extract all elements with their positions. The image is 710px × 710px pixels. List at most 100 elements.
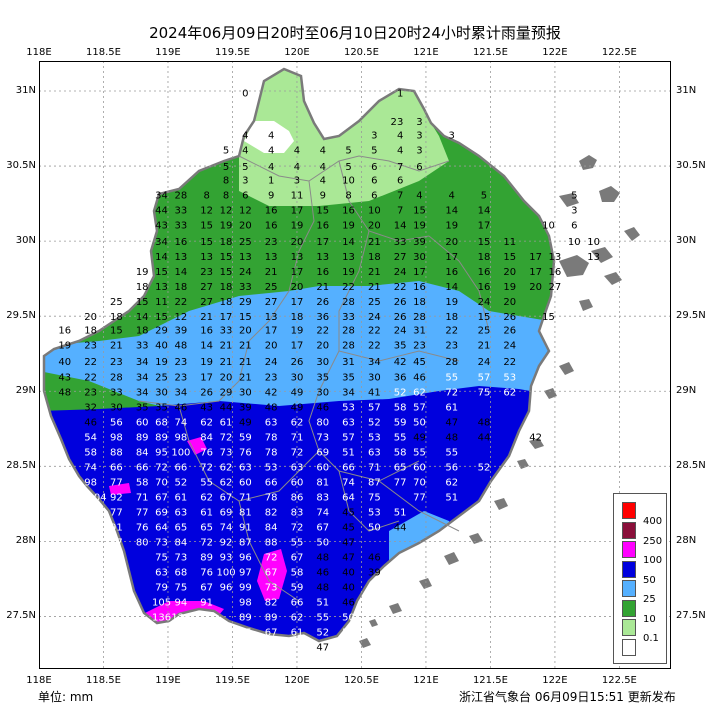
rainfall-value: 69 [155,507,168,518]
rainfall-value: 66 [136,462,149,473]
y-tick-label: 30.5N [6,160,36,172]
rainfall-value: 16 [265,221,278,232]
rainfall-value: 24 [239,267,252,278]
rainfall-value: 17 [316,237,329,248]
rainfall-value: 78 [265,447,278,458]
rainfall-value: 6 [397,176,403,187]
rainfall-value: 14 [445,282,458,293]
x-tick-label: 118E [26,47,52,58]
rainfall-value: 57 [368,402,381,413]
rainfall-value: 2 [391,117,397,128]
rainfall-value: 60 [316,462,329,473]
rainfall-value: 50 [529,447,542,458]
rainfall-value: 82 [265,597,278,608]
unit-label: 单位: mm [38,690,94,704]
rainfall-value: 20 [445,237,458,248]
rainfall-value: 7 [397,206,403,217]
y-tick-label: 31N [15,85,36,97]
rainfall-value: 64 [155,522,168,533]
rainfall-value: 39 [239,402,252,413]
rainfall-value: 33 [342,312,355,323]
rainfall-value: 83 [291,507,304,518]
rainfall-value: 72 [265,552,278,563]
rainfall-value: 93 [220,552,233,563]
rainfall-value: 21 [316,282,329,293]
y-tick-label: 28N [676,535,697,547]
rainfall-value: 52 [175,477,188,488]
rainfall-values: 0 12 3 344 3 4 3 35 4 4 4 4 5 5 4 35 5 4 4 4 5 6 7 68 3 1 3 4 10 6 634… [58,89,600,654]
rainfall-value: 40 [155,341,168,352]
rainfall-value: 13 [587,252,600,263]
rainfall-value: 16 [316,267,329,278]
rainfall-value: 15 [413,206,426,217]
rainfall-value: 13 [200,252,213,263]
rainfall-value: 35 [155,402,168,413]
rainfall-value: 20 [291,282,304,293]
rainfall-value: 19 [155,357,168,368]
rainfall-value: 22 [368,326,381,337]
rainfall-value: 13 [265,312,278,323]
rainfall-value: 74 [342,477,355,488]
rainfall-value: 67 [200,582,213,593]
rainfall-value: 44 [394,522,407,533]
rainfall-value: 22 [394,282,407,293]
rainfall-value: 28 [342,297,355,308]
rainfall-value: 77 [110,507,123,518]
rainfall-value: 84 [136,447,149,458]
rainfall-value: 13 [342,252,355,263]
y-tick-label: 30.5N [676,160,706,172]
rainfall-value: 74 [175,417,188,428]
x-tick-label: 118.5E [86,47,121,58]
rainfall-value: 51 [445,492,458,503]
rainfall-value: 76 [136,522,149,533]
rainfall-value: 44 [220,402,233,413]
rainfall-value: 60 [291,477,304,488]
rainfall-value: 14 [445,206,458,217]
rainfall-value: 61 [445,402,458,413]
rainfall-value: 10 [342,176,355,187]
rainfall-value: 5 [242,162,248,173]
rainfall-value: 10 [368,206,381,217]
rainfall-value: 45 [342,507,355,518]
rainfall-value: 19 [445,297,458,308]
rainfall-value: 26 [200,387,213,398]
rainfall-value: 67 [265,567,278,578]
rainfall-value: 34 [342,387,355,398]
rainfall-value: 29 [155,326,168,337]
rainfall-value: 57 [478,372,491,383]
rainfall-value: 0 [242,89,248,100]
rainfall-value: 27 [265,297,278,308]
y-tick-label: 27.5N [6,610,36,622]
rainfall-value: 48 [175,341,188,352]
rainfall-value: 19 [342,267,355,278]
rainfall-value: 98 [110,432,123,443]
y-tick-label: 29.5N [676,310,706,322]
rainfall-value: 29 [239,297,252,308]
rainfall-value: 11 [155,297,168,308]
map-frame [39,61,671,669]
rainfall-value: 18 [110,312,123,323]
legend-swatch [622,541,636,558]
rainfall-value: 9 [268,191,274,202]
rainfall-value: 67 [291,552,304,563]
rainfall-value: 34 [155,237,168,248]
rainfall-value: 61 [220,417,233,428]
rainfall-value: 18 [136,326,149,337]
rainfall-value: 71 [291,432,304,443]
rainfall-value: 30 [316,387,329,398]
rainfall-value: 83 [316,492,329,503]
rainfall-value: 42 [265,387,278,398]
offshore-islands [359,155,640,648]
rainfall-value: 73 [175,552,188,563]
rainfall-value: 4 [268,162,274,173]
rainfall-value: 136 [152,612,171,623]
rainfall-value: 22 [84,357,97,368]
rainfall-value: 15 [200,237,213,248]
rainfall-value: 24 [368,312,381,323]
rainfall-value: 19 [291,221,304,232]
rainfall-value: 89 [265,612,278,623]
rainfall-value: 63 [368,447,381,458]
rainfall-value: 61 [291,627,304,638]
rainfall-value: 15 [155,312,168,323]
x-tick-label: 122.5E [601,675,637,686]
